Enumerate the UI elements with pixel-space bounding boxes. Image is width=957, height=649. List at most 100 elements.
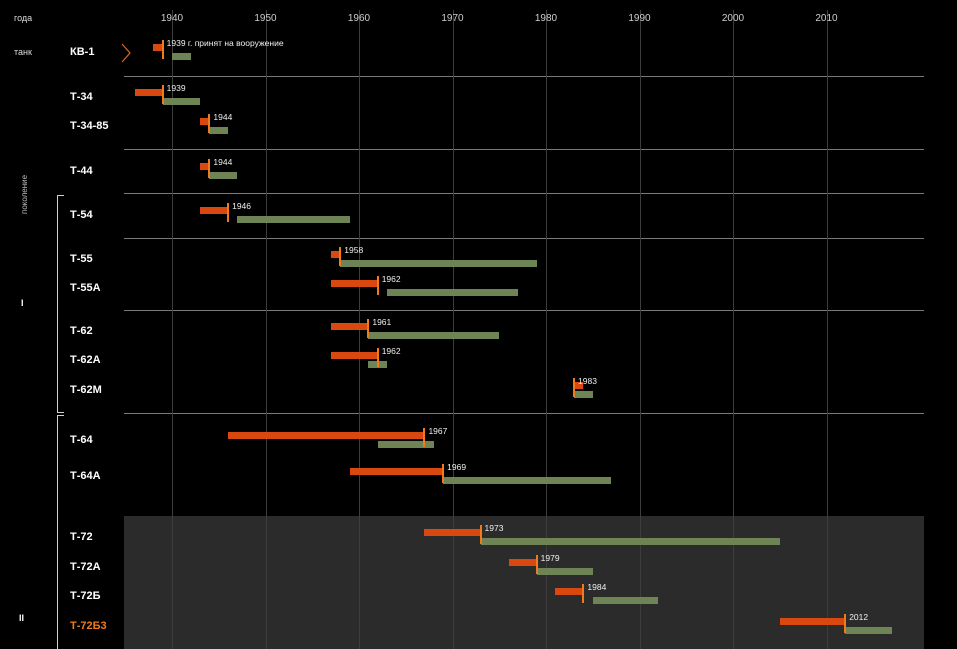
adoption-year-marker — [573, 378, 576, 397]
production-bar — [845, 627, 892, 634]
adoption-year-label: 1944 — [213, 112, 233, 122]
development-bar — [330, 280, 378, 287]
tank-name: Т-55 — [70, 253, 93, 265]
x-tick-label: 1980 — [534, 13, 558, 24]
adoption-year-marker — [339, 247, 342, 266]
adoption-year-label: 1969 — [447, 462, 467, 472]
tank-name: Т-44 — [70, 165, 93, 177]
production-bar — [443, 477, 612, 484]
adoption-year-marker — [535, 555, 538, 574]
production-bar — [340, 260, 537, 267]
x-tick-label: 1970 — [441, 13, 464, 24]
chevron-right-icon — [121, 43, 131, 63]
development-bar — [200, 118, 210, 125]
development-bar — [153, 44, 163, 51]
tank-name: Т-72А — [70, 561, 101, 573]
year-gridline — [733, 10, 734, 649]
group-separator — [124, 149, 924, 150]
adoption-year-marker — [208, 159, 211, 178]
group-separator — [124, 310, 924, 311]
year-gridline — [172, 10, 173, 649]
production-bar — [209, 172, 238, 179]
year-gridline — [639, 10, 641, 649]
year-gridline — [826, 10, 828, 649]
generation-2-label: II — [19, 613, 25, 623]
tank-header: танк — [14, 47, 32, 57]
tank-name: Т-55А — [70, 282, 101, 294]
tank-name: Т-64А — [70, 470, 101, 482]
production-bar — [237, 216, 350, 223]
x-tick-label: 2000 — [721, 13, 745, 24]
development-bar — [330, 352, 378, 359]
adoption-year-label: 1961 — [372, 317, 392, 327]
tank-name: Т-62А — [70, 354, 101, 366]
adoption-year-marker — [479, 525, 482, 544]
tank-name: Т-34-85 — [70, 120, 109, 132]
development-bar — [228, 432, 425, 439]
generation-1-bracket — [57, 195, 64, 413]
development-bar — [330, 323, 369, 330]
group-separator — [124, 238, 924, 239]
adoption-year-label: 1984 — [587, 582, 607, 592]
adoption-year-label: 1939 г. принят на вооружение — [166, 38, 284, 48]
year-gridline — [546, 10, 547, 649]
development-bar — [424, 529, 481, 536]
generation-2-bracket — [57, 415, 64, 649]
development-bar — [200, 207, 229, 214]
production-bar — [574, 391, 593, 398]
tank-name: Т-72Б — [70, 590, 101, 602]
generation-2-shaded-area — [124, 516, 924, 649]
years-header: года — [14, 13, 33, 23]
tank-name: Т-34 — [70, 91, 93, 103]
adoption-year-marker — [161, 40, 164, 59]
adoption-year-marker — [376, 348, 379, 367]
tank-name: Т-54 — [70, 209, 93, 221]
x-tick-label: 1950 — [254, 13, 277, 24]
development-bar — [330, 251, 341, 258]
group-separator — [124, 76, 924, 77]
adoption-year-label: 1962 — [381, 274, 401, 284]
adoption-year-label: 1946 — [232, 201, 252, 211]
x-tick-label: 1990 — [628, 13, 651, 24]
adoption-year-label: 2012 — [849, 612, 869, 622]
development-bar — [200, 163, 210, 170]
adoption-year-marker — [582, 584, 585, 603]
production-bar — [209, 127, 229, 134]
generation-1-label: I — [21, 298, 24, 308]
generation-label: поколение — [20, 174, 29, 214]
adoption-year-marker — [423, 428, 426, 447]
production-bar — [162, 98, 201, 105]
adoption-year-label: 1979 — [540, 553, 560, 563]
production-bar — [536, 568, 593, 575]
adoption-year-label: 1967 — [428, 426, 448, 436]
year-gridline — [265, 10, 267, 649]
adoption-year-label: 1973 — [484, 523, 504, 533]
adoption-year-label: 1958 — [344, 245, 364, 255]
x-tick-label: 2010 — [815, 13, 838, 24]
production-bar — [368, 332, 500, 339]
production-bar — [387, 289, 518, 296]
production-bar — [172, 53, 191, 60]
x-tick-label: 1940 — [160, 13, 184, 24]
development-bar — [779, 618, 846, 625]
tank-name: Т-72 — [70, 531, 93, 543]
development-bar — [555, 588, 584, 595]
x-tick-label: 1960 — [347, 13, 371, 24]
adoption-year-marker — [844, 614, 847, 633]
adoption-year-marker — [442, 464, 445, 483]
adoption-year-label: 1939 — [166, 83, 186, 93]
adoption-year-marker — [367, 319, 370, 338]
adoption-year-label: 1962 — [381, 346, 401, 356]
adoption-year-marker — [376, 276, 379, 295]
production-bar — [377, 441, 434, 448]
development-bar — [134, 89, 163, 96]
tank-name: Т-62 — [70, 325, 93, 337]
development-bar — [574, 382, 584, 389]
group-separator — [124, 413, 924, 414]
tank-name: КВ-1 — [70, 46, 95, 58]
tank-name: Т-64 — [70, 434, 93, 446]
tank-name: Т-72Б3 — [70, 620, 107, 632]
production-bar — [592, 597, 659, 604]
development-bar — [349, 468, 444, 475]
